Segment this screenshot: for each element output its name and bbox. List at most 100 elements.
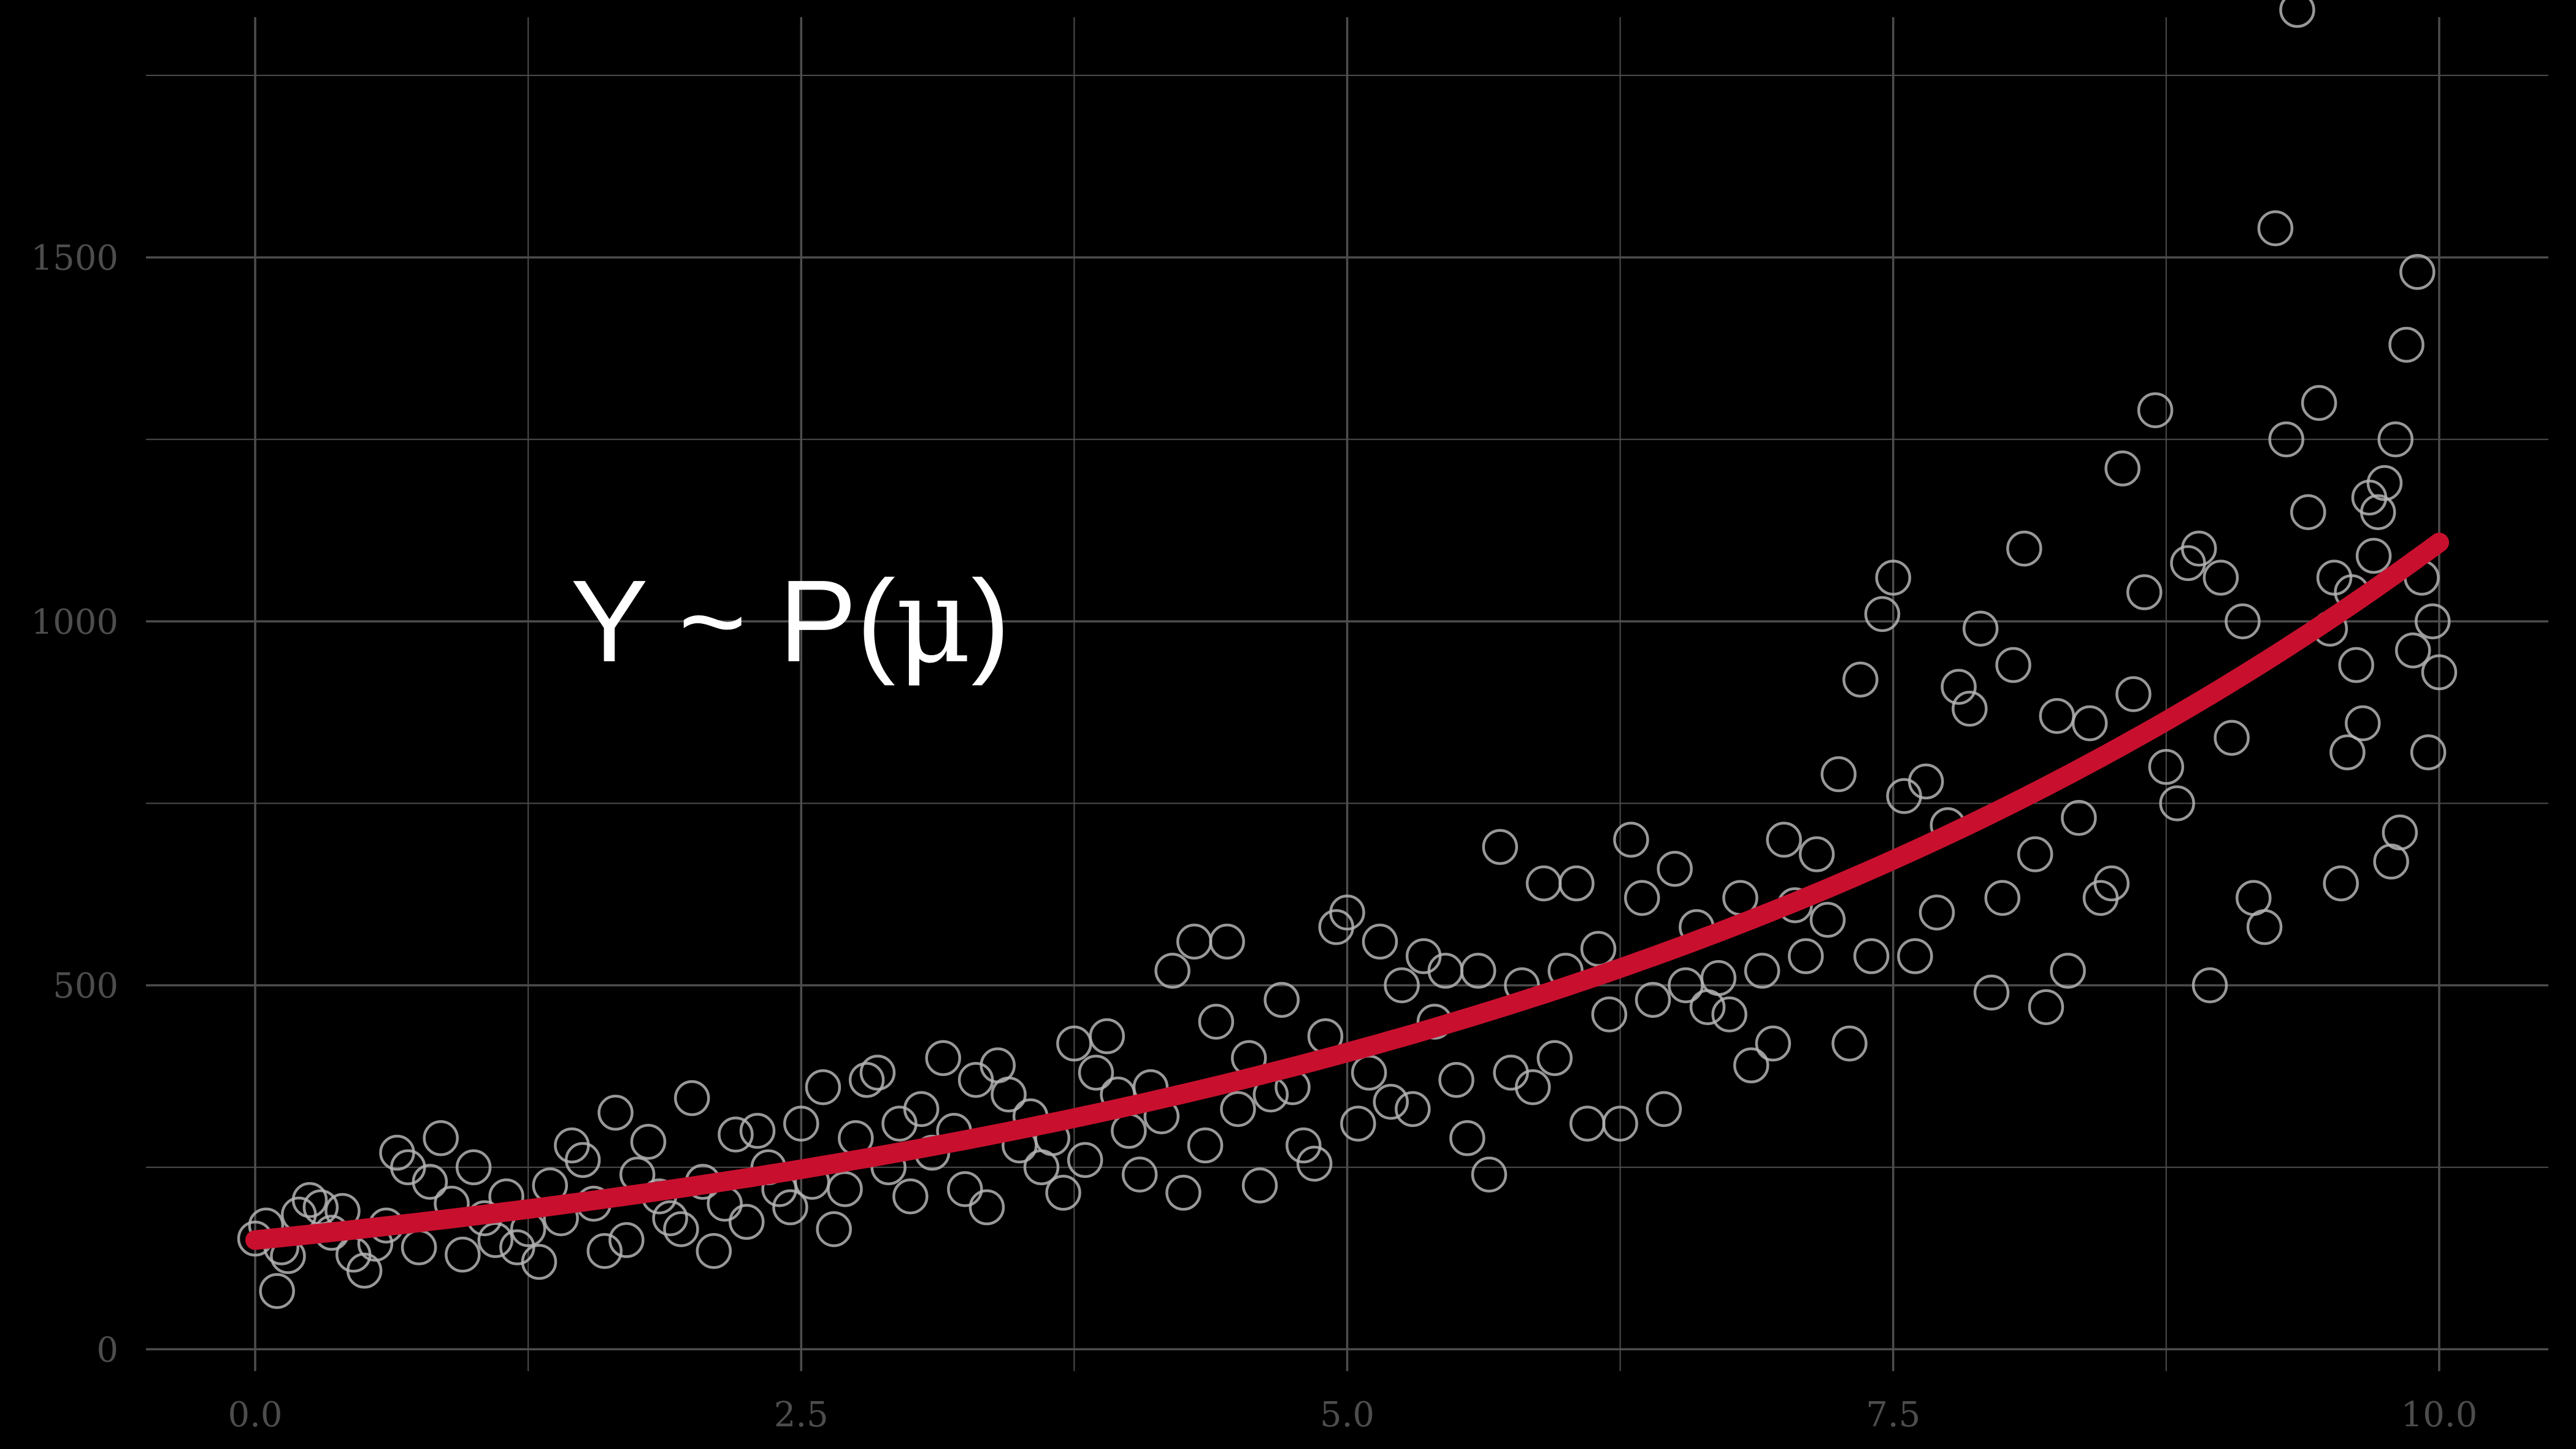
data-point — [696, 1232, 732, 1269]
data-point — [608, 1222, 645, 1258]
data-point — [259, 1273, 295, 1309]
x-tick-label: 10.0 — [2401, 1395, 2478, 1435]
data-point — [630, 1123, 667, 1160]
data-point — [2148, 748, 2185, 785]
data-point — [291, 1182, 328, 1218]
data-point — [652, 1200, 688, 1237]
data-point — [1820, 756, 1857, 793]
data-point — [586, 1232, 623, 1269]
data-point — [2093, 865, 2130, 902]
data-point — [1613, 821, 1649, 858]
data-point — [1329, 894, 1365, 931]
data-point — [1384, 967, 1420, 1004]
data-point — [521, 1243, 558, 1280]
data-point — [1711, 996, 1747, 1032]
data-point — [2351, 479, 2388, 516]
grid-lines — [146, 17, 2548, 1371]
data-point — [673, 1080, 710, 1117]
data-point — [1536, 1040, 1573, 1077]
data-point — [1919, 894, 1955, 931]
data-point — [1558, 865, 1595, 902]
data-point — [2257, 210, 2294, 247]
data-point — [2039, 698, 2076, 734]
data-point — [1798, 836, 1835, 872]
data-point — [1187, 1127, 1224, 1164]
x-tick-label: 2.5 — [774, 1395, 829, 1435]
data-point — [1842, 661, 1879, 698]
y-tick-label: 1500 — [31, 239, 118, 279]
data-point — [1089, 1018, 1125, 1055]
data-point — [1973, 974, 2010, 1011]
annotation: Y ~ P(μ) — [570, 553, 1010, 689]
data-point — [1569, 1105, 1606, 1142]
annotation-formula: Y ~ P(μ) — [570, 553, 1010, 689]
data-point — [2050, 953, 2086, 989]
data-point — [1111, 1113, 1147, 1149]
data-point — [1460, 953, 1497, 989]
data-point — [2115, 676, 2152, 712]
data-point — [1351, 1055, 1387, 1091]
data-point — [2323, 865, 2359, 902]
data-point — [1362, 923, 1398, 960]
data-point — [1580, 931, 1617, 967]
data-point — [554, 1127, 590, 1164]
x-tick-label: 5.0 — [1320, 1395, 1374, 1435]
data-point — [1941, 669, 1977, 705]
data-point — [1340, 1105, 1376, 1142]
data-point — [477, 1222, 513, 1258]
data-point — [1962, 610, 1999, 647]
data-point — [1744, 953, 1781, 989]
data-point — [1438, 1062, 1474, 1098]
data-point — [1809, 902, 1846, 938]
data-point — [1897, 938, 1933, 974]
data-point — [729, 1204, 765, 1240]
data-point — [1395, 1091, 1431, 1128]
data-point — [1700, 960, 1737, 996]
data-point — [805, 1069, 841, 1105]
data-point — [1875, 559, 1911, 596]
data-point — [1525, 865, 1562, 902]
data-point — [1286, 1127, 1322, 1164]
data-point — [412, 1164, 448, 1200]
data-point — [1220, 1091, 1256, 1128]
data-point — [2279, 0, 2315, 28]
y-tick-label: 1000 — [31, 602, 118, 642]
data-point — [2225, 603, 2261, 640]
data-point — [455, 1149, 492, 1186]
annotation-open-paren: ( — [857, 556, 895, 686]
data-point — [1198, 1004, 1235, 1040]
data-point — [1078, 1055, 1114, 1091]
data-point — [1853, 938, 1890, 974]
data-point — [1176, 923, 1213, 960]
data-point — [1646, 1091, 1682, 1128]
data-point — [2355, 537, 2392, 574]
data-point — [1296, 1145, 1333, 1182]
data-point — [783, 1105, 819, 1142]
data-point — [816, 1211, 852, 1247]
data-point — [1623, 880, 1660, 916]
annotation-symbol: μ — [895, 553, 971, 689]
data-point — [663, 1211, 699, 1247]
data-point — [2071, 705, 2108, 742]
data-point — [1263, 982, 1300, 1018]
data-point — [564, 1142, 601, 1178]
data-point — [903, 1091, 940, 1128]
data-point — [1907, 763, 1944, 800]
y-tick-label: 500 — [53, 966, 118, 1006]
data-point — [2082, 880, 2119, 916]
data-point — [2388, 326, 2425, 363]
data-point — [1952, 690, 1988, 727]
data-point — [2137, 392, 2174, 428]
data-point — [2410, 734, 2447, 771]
data-point — [2399, 254, 2436, 290]
data-point — [1241, 1167, 1278, 1204]
data-point — [2290, 494, 2326, 531]
data-point — [991, 1076, 1027, 1113]
data-point — [718, 1117, 754, 1153]
data-point — [2394, 632, 2431, 669]
data-point — [597, 1094, 634, 1131]
data-point — [1788, 938, 1824, 974]
y-tick-label: 0 — [96, 1330, 118, 1370]
data-point — [739, 1113, 776, 1149]
